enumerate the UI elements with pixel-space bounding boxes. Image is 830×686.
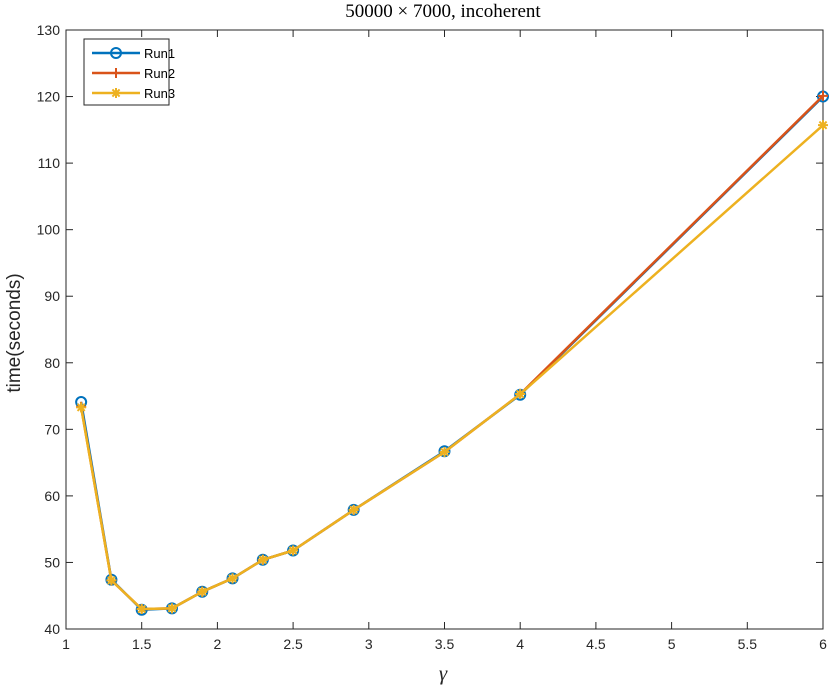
x-tick-label: 4 [516, 636, 524, 652]
x-tick-label: 5.5 [738, 636, 758, 652]
series-line-run2 [79, 95, 824, 611]
y-tick-label: 130 [37, 22, 61, 38]
data-point-run3 [106, 575, 117, 586]
data-point-run3 [288, 545, 299, 556]
y-tick-label: 60 [44, 488, 60, 504]
series-run1 [75, 90, 829, 616]
data-point-run3 [166, 603, 177, 614]
data-point-run3 [515, 389, 526, 400]
x-tick-label: 3 [365, 636, 373, 652]
chart-title: 50000 × 7000, incoherent [345, 1, 541, 22]
data-point-run3 [197, 586, 208, 597]
y-tick-label: 90 [44, 288, 60, 304]
data-point-run3 [257, 554, 268, 565]
x-tick-label: 3.5 [435, 636, 455, 652]
x-tick-label: 6 [819, 636, 827, 652]
x-tick-label: 5 [668, 636, 676, 652]
y-tick-label: 70 [44, 421, 60, 437]
data-point-run3 [818, 120, 828, 131]
x-tick-label: 1.5 [132, 636, 152, 652]
y-tick-label: 80 [44, 355, 60, 371]
y-tick-label: 110 [38, 155, 61, 171]
x-tick-label: 4.5 [586, 636, 606, 652]
series-line-run1 [79, 95, 824, 611]
y-tick-label: 40 [44, 621, 60, 637]
legend-label-run2: Run2 [144, 66, 175, 81]
series-run3 [76, 120, 828, 615]
legend: Run1 Run2 Run3 [83, 38, 175, 106]
legend-marker-run2 [111, 68, 121, 78]
y-axis-label: time(seconds) [4, 273, 25, 392]
x-tick-label: 2.5 [283, 636, 303, 652]
axes: 1 1.5 2 2.5 3 3.5 4 4.5 5 5.5 6 40 50 60 70 80 90 100 110 1… [37, 22, 827, 652]
data-point-run3 [136, 604, 147, 615]
legend-label-run3: Run3 [144, 86, 175, 101]
data-point-run3 [76, 402, 87, 413]
data-point-run3 [348, 504, 359, 515]
series-run2 [76, 90, 828, 615]
x-tick-label: 1 [62, 636, 70, 652]
legend-marker-run1 [110, 47, 122, 59]
series-line-run3 [79, 124, 824, 611]
data-point-run3 [227, 573, 238, 584]
data-point-run2 [818, 90, 828, 101]
x-tick-label: 2 [214, 636, 222, 652]
legend-label-run1: Run1 [144, 46, 175, 61]
legend-marker-run3 [111, 88, 121, 98]
y-tick-label: 120 [37, 89, 61, 105]
y-tick-label: 100 [37, 222, 61, 238]
y-tick-label: 50 [44, 554, 60, 570]
plot-series [75, 90, 829, 616]
x-axis-label: γ [439, 661, 448, 685]
plot-frame [65, 29, 824, 630]
data-point-run3 [439, 446, 450, 457]
